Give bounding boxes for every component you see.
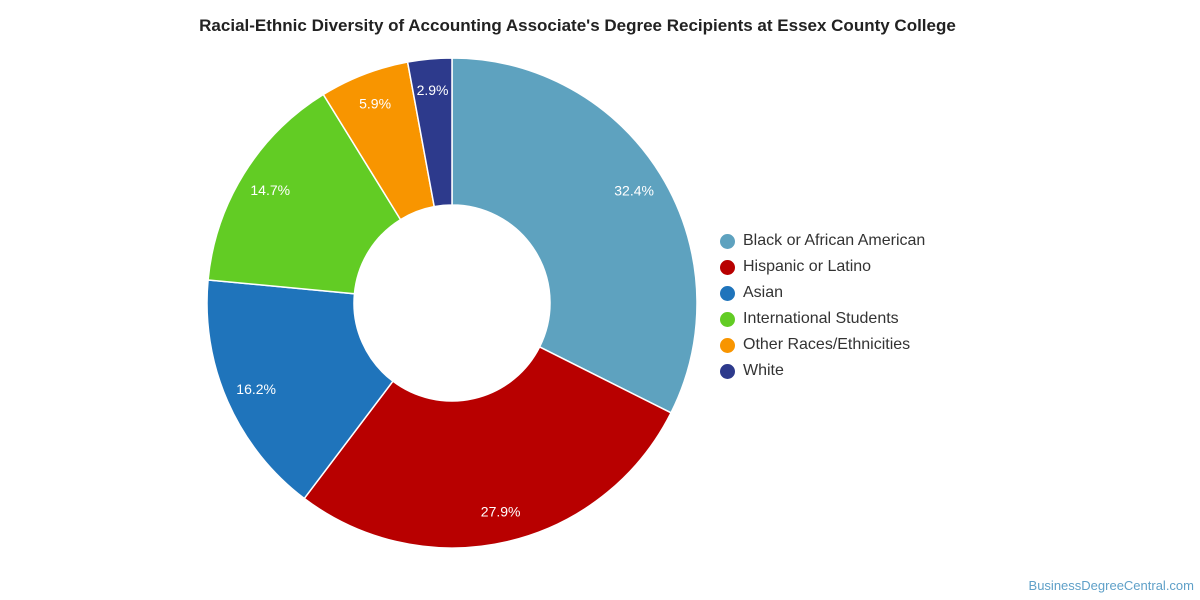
legend-item[interactable]: Other Races/Ethnicities <box>720 332 925 358</box>
slice-data-label: 27.9% <box>481 503 521 519</box>
slice-data-label: 32.4% <box>614 183 654 199</box>
slice-white[interactable] <box>406 57 453 208</box>
slice-black-or-african-american[interactable] <box>451 57 698 414</box>
legend-label: Hispanic or Latino <box>743 258 872 275</box>
legend-label: International Students <box>743 310 899 327</box>
legend-item[interactable]: International Students <box>720 306 925 332</box>
slice-hispanic-or-latino[interactable] <box>303 345 672 549</box>
legend-swatch <box>720 311 735 327</box>
slice-data-label: 16.2% <box>236 381 276 397</box>
slice-data-label: 2.9% <box>417 82 449 98</box>
slice-international-students[interactable] <box>207 93 402 295</box>
legend-label: Black or African American <box>743 232 926 249</box>
slice-data-label: 14.7% <box>250 182 290 198</box>
legend-swatch <box>720 259 735 275</box>
legend-item[interactable]: Asian <box>720 280 925 306</box>
legend-item[interactable]: White <box>720 358 925 384</box>
legend-swatch <box>720 285 735 301</box>
chart-title: Racial-Ethnic Diversity of Accounting As… <box>199 16 956 35</box>
legend-swatch <box>720 337 735 353</box>
slice-data-label: 5.9% <box>359 95 391 111</box>
chart-legend: Black or African American Hispanic or Lat… <box>720 228 925 384</box>
slice-asian[interactable] <box>206 279 394 500</box>
legend-label: Asian <box>743 284 784 301</box>
legend-item[interactable]: Black or African American <box>720 228 925 254</box>
legend-swatch <box>720 363 735 379</box>
legend-item[interactable]: Hispanic or Latino <box>720 254 925 280</box>
source-credit[interactable]: BusinessDegreeCentral.com <box>1028 578 1194 593</box>
legend-label: White <box>743 362 784 379</box>
legend-label: Other Races/Ethnicities <box>743 336 911 353</box>
legend-swatch <box>720 233 735 249</box>
